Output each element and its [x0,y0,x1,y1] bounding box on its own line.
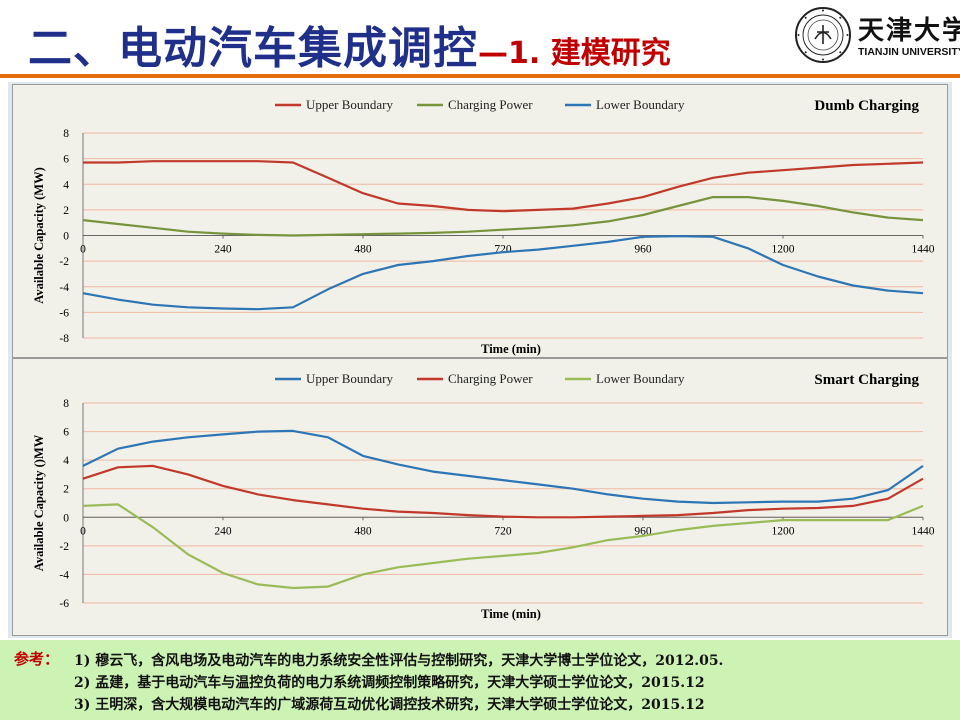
chart-1-legend-label: Upper Boundary [306,371,394,386]
chart-0-y-tick-label: -4 [59,282,69,294]
chart-1-x-tick-label: 720 [494,525,512,537]
chart-0-x-tick-label: 1440 [912,244,935,256]
chart-1-y-axis-title: Available Capacity ()MW [32,434,46,571]
chart-0-x-tick-label: 960 [634,244,652,256]
slide-title: 二、电动汽车集成调控—1. 建模研究 [28,12,671,74]
chart-1-x-tick-label: 1440 [912,525,935,537]
chart-1-y-tick-label: 4 [63,455,69,467]
chart-1-y-tick-label: 6 [63,427,69,439]
references-box: 参考： 1) 穆云飞，含风电场及电动汽车的电力系统安全性评估与控制研究，天津大学… [0,640,960,720]
title-sub: —1. 建模研究 [478,36,671,71]
chart-1-y-tick-label: 2 [63,484,69,496]
chart-0-y-axis-title: Available Capacity (MW) [32,167,46,304]
chart-0-y-tick-label: -6 [59,307,69,319]
chart-1-plot-area [83,403,923,603]
university-seal-icon [795,7,851,63]
chart-0-x-tick-label: 0 [80,244,86,256]
chart-1-x-tick-label: 480 [354,525,372,537]
chart-0-legend-label: Lower Boundary [596,97,685,112]
chart-1-x-tick-label: 1200 [772,525,795,537]
chart-1-legend-label: Charging Power [448,371,533,386]
chart-1-x-axis-title: Time (min) [481,607,541,621]
chart-0-series-line-1 [82,195,924,237]
chart-1-y-tick-label: 8 [63,398,69,410]
title-main: 二、电动汽车集成调控 [28,23,478,74]
chart-1-y-tick-label: -6 [59,598,69,610]
chart-0-series-line-0 [83,160,924,213]
chart-0-series-line-2 [82,235,924,311]
university-name-cn: 天津大学 [858,16,960,46]
chart-0-x-tick-label: 1200 [772,244,795,256]
chart-1-x-tick-label: 0 [80,525,86,537]
title-divider [0,74,960,78]
chart-0-y-tick-label: 4 [63,179,69,191]
university-name-en: TIANJIN UNIVERSITY [858,46,960,58]
reference-item: 2) 孟建，基于电动汽车与温控负荷的电力系统调频控制策略研究，天津大学硕士学位论… [74,675,705,691]
chart-0-title: Dumb Charging [814,98,919,114]
chart-1-series-line-1 [82,464,924,519]
chart-1-title: Smart Charging [814,372,919,388]
chart-0-x-tick-label: 480 [354,244,372,256]
charts-panel: 8 6 4 2 0 -2 -4 -6 -8 0 240 480 720 960 1200 1440 Upper … [8,82,952,638]
chart-0-legend-label: Upper Boundary [306,97,394,112]
chart-1-series-line-2 [82,503,924,590]
chart-0-y-tick-label: -2 [59,256,69,268]
chart-1-y-tick-label: 0 [63,512,69,524]
chart-0-y-tick-label: 2 [63,205,69,217]
chart-0-x-axis-title: Time (min) [481,342,541,356]
reference-item: 1) 穆云飞，含风电场及电动汽车的电力系统安全性评估与控制研究，天津大学博士学位… [74,653,724,669]
chart-1-y-tick-label: -4 [59,569,69,581]
references-label: 参考： [14,650,60,668]
chart-1-x-tick-label: 240 [214,525,232,537]
chart-0-x-tick-label: 240 [214,244,232,256]
smart-charging-chart: 8 6 4 2 0 -2 -4 -6 0 240 480 720 960 1200 1440 Upper Bo… [12,358,948,636]
chart-1-legend-label: Lower Boundary [596,371,685,386]
chart-0-y-tick-label: 0 [63,231,69,243]
chart-0-y-tick-label: -8 [59,333,69,345]
chart-0-legend-label: Charging Power [448,97,533,112]
chart-0-y-tick-label: 8 [63,128,69,140]
reference-item: 3) 王明深，含大规模电动汽车的广域源荷互动优化调控技术研究，天津大学硕士学位论… [74,697,705,713]
chart-0-y-tick-label: 6 [63,154,69,166]
chart-1-y-tick-label: -2 [59,541,69,553]
university-logo: 天津大学 TIANJIN UNIVERSITY [794,6,960,68]
dumb-charging-chart: 8 6 4 2 0 -2 -4 -6 -8 0 240 480 720 960 1200 1440 Upper … [12,84,948,358]
chart-1-series-line-0 [82,429,924,505]
